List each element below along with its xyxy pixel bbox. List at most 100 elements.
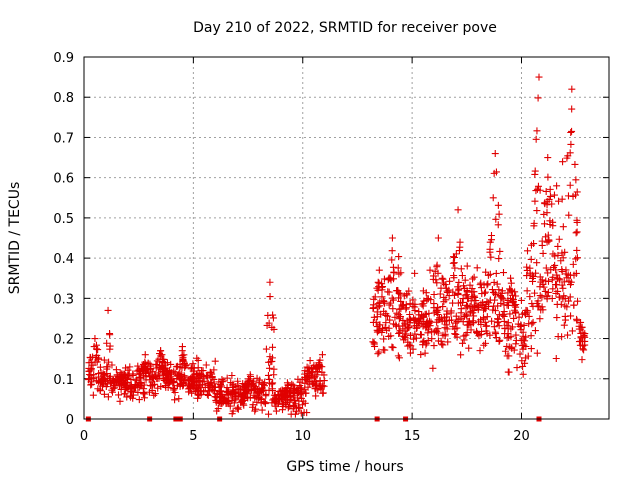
data-point [513,364,521,372]
data-point [430,291,438,299]
data-point [295,404,303,412]
data-point [495,286,503,294]
data-point [208,373,216,381]
data-point [447,309,455,317]
data-point [434,310,442,318]
data-point [421,349,429,357]
data-point [568,127,576,135]
data-point [266,293,274,301]
data-point [455,285,463,293]
data-point [136,369,144,377]
data-point [244,394,252,402]
data-point [246,371,254,379]
data-point [548,200,556,208]
data-point [555,235,563,243]
data-point [492,269,500,277]
data-point [429,364,437,372]
data-point [121,380,129,388]
data-point [532,135,540,143]
data-point [553,271,561,279]
data-point [100,356,108,364]
data-point [434,269,442,277]
data-point [469,275,477,283]
data-point [487,253,495,261]
data-point [511,306,519,314]
data-point [126,393,134,401]
data-point [529,277,537,285]
data-point [315,362,323,370]
data-point [517,321,525,329]
data-point [215,399,223,407]
data-point [161,364,169,372]
data-point [458,298,466,306]
data-point [103,370,111,378]
data-point [564,331,572,339]
data-point [283,379,291,387]
data-point [493,280,501,288]
data-point [573,188,581,196]
data-point [554,333,562,341]
data-point [555,197,563,205]
data-point [538,237,546,245]
data-point [424,337,432,345]
data-point [134,362,142,370]
data-point [412,324,420,332]
data-point [151,390,159,398]
data-point [141,351,149,359]
data-point [573,315,581,323]
data-point [279,396,287,404]
data-point [507,286,515,294]
data-point [262,392,270,400]
data-point [154,384,162,392]
data-point [189,360,197,368]
data-point [228,397,236,405]
data-point [567,140,575,148]
data-point [157,382,165,390]
data-point [99,375,107,383]
data-point [250,386,258,394]
data-point [283,387,291,395]
data-point [573,246,581,254]
data-point [395,322,403,330]
data-point [378,293,386,301]
data-point [523,287,531,295]
data-point [518,310,526,318]
data-point [470,301,478,309]
data-point [529,302,537,310]
data-point [131,383,139,391]
data-point [457,309,465,317]
data-point [171,396,179,404]
data-point [281,387,289,395]
data-point [207,369,215,377]
data-point [96,363,104,371]
data-point [503,321,511,329]
data-point [418,300,426,308]
data-point [533,349,541,357]
data-point [465,321,473,329]
data-point [156,362,164,370]
data-point [405,287,413,295]
data-point [428,328,436,336]
data-point [489,194,497,202]
data-point [308,371,316,379]
data-point [433,261,441,269]
data-point [179,356,187,364]
data-point [204,387,212,395]
data-point [442,296,450,304]
data-point [468,288,476,296]
data-point [443,289,451,297]
data-point [543,209,551,217]
data-point [566,149,574,157]
data-point [180,359,188,367]
data-point [509,298,517,306]
data-point [393,309,401,317]
data-point [433,307,441,315]
data-point [265,410,273,418]
data-point [559,158,567,166]
data-point [178,343,186,351]
data-point [526,293,534,301]
data-point [265,364,273,372]
data-point [461,291,469,299]
data-point [103,339,111,347]
